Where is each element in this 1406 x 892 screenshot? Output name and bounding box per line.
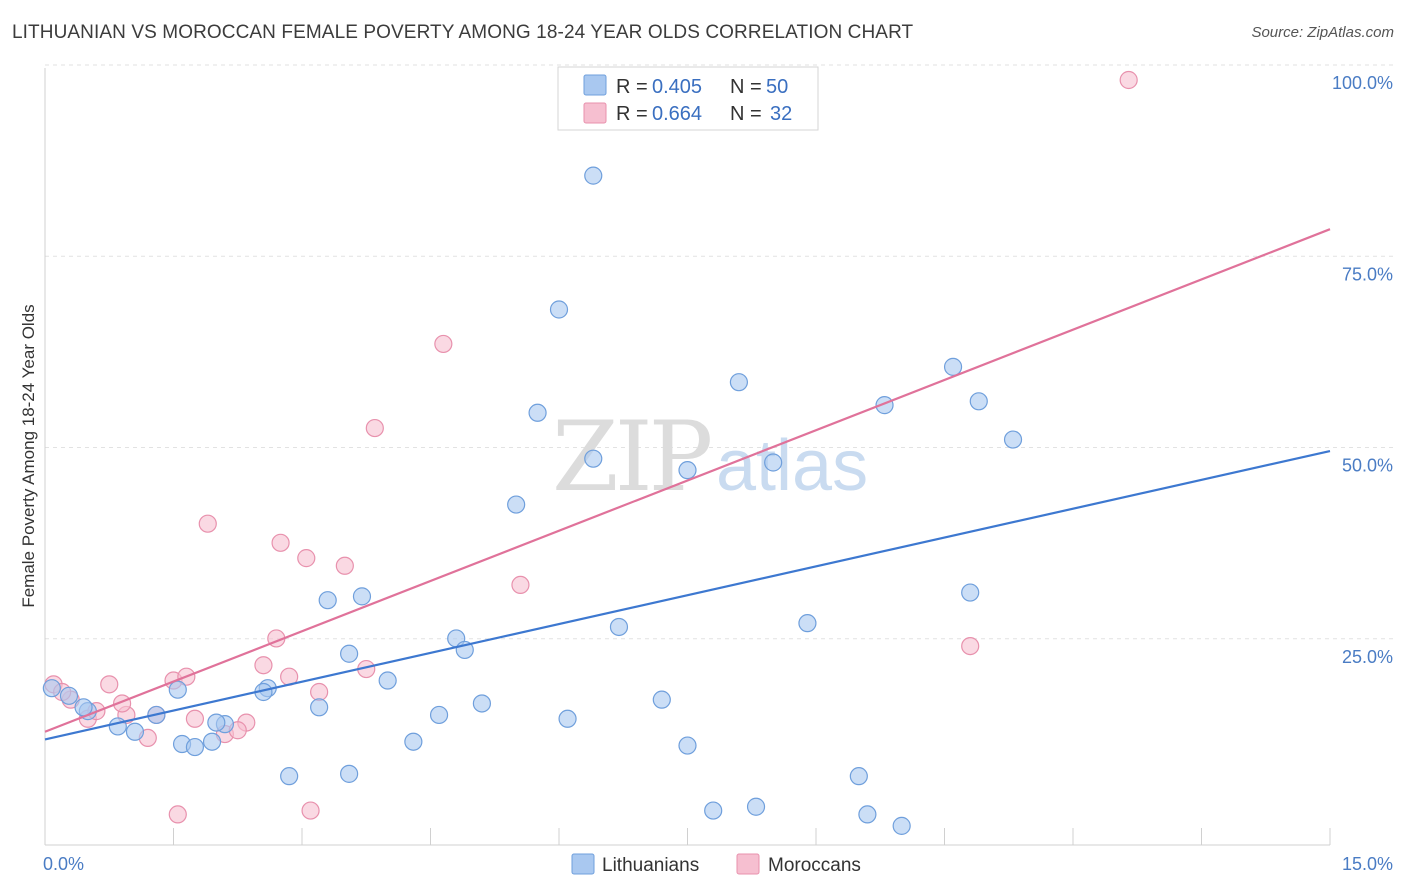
data-point-lithuanians (678, 736, 697, 755)
chart-title: LITHUANIAN VS MOROCCAN FEMALE POVERTY AM… (12, 22, 914, 43)
data-point-lithuanians (42, 679, 61, 698)
data-point-moroccans (310, 682, 329, 702)
x-tick-label: 0.0% (43, 854, 84, 874)
legend-r-value-moroccans: 0.664 (652, 103, 702, 125)
legend-n-label-lithuanians: N = (730, 76, 762, 98)
data-point-moroccans (301, 801, 320, 820)
bottom-legend-lithuanians: Lithuanians (602, 855, 699, 876)
data-point-lithuanians (378, 671, 397, 690)
data-point-lithuanians (943, 357, 963, 376)
data-point-lithuanians (207, 713, 226, 732)
data-point-moroccans (100, 675, 119, 694)
axes (44, 68, 1331, 846)
legend-r-value-lithuanians: 0.405 (652, 76, 702, 98)
data-point-lithuanians (678, 461, 697, 480)
watermark-atlas: atlas (716, 426, 868, 506)
data-point-lithuanians (528, 403, 547, 422)
data-point-moroccans (198, 514, 217, 533)
y-axis-label: Female Poverty Among 18-24 Year Olds (19, 304, 38, 607)
legend-r-label-moroccans: R = (616, 103, 648, 125)
data-point-lithuanians (310, 698, 329, 717)
bottom-legend-moroccans: Moroccans (768, 855, 861, 876)
data-point-moroccans (254, 656, 273, 675)
y-tick-label: 25.0% (1342, 647, 1393, 667)
data-point-moroccans (335, 556, 354, 575)
data-point-lithuanians (168, 680, 187, 699)
data-point-lithuanians (652, 690, 671, 709)
legend-swatch-moroccans (583, 102, 607, 124)
trend-line-lithuanians (44, 449, 1331, 741)
legend-n-value-moroccans: 32 (770, 103, 792, 125)
data-point-moroccans (271, 533, 290, 552)
data-point-lithuanians (59, 686, 79, 705)
data-point-lithuanians (558, 709, 577, 728)
bottom-legend-swatch-moroccans (736, 853, 760, 875)
x-tick-label: 15.0% (1342, 854, 1393, 874)
data-point-lithuanians (202, 732, 222, 751)
data-point-lithuanians (280, 767, 299, 786)
data-point-moroccans (297, 549, 316, 568)
data-point-lithuanians (404, 732, 423, 751)
data-point-lithuanians (584, 449, 603, 468)
data-point-lithuanians (704, 801, 723, 820)
y-tick-label: 75.0% (1342, 264, 1393, 284)
data-point-lithuanians (340, 644, 359, 663)
data-point-lithuanians (764, 453, 783, 472)
legend-n-value-lithuanians: 50 (766, 76, 788, 98)
grid-lines (45, 64, 1396, 640)
data-point-moroccans (961, 636, 980, 656)
legend-n-label-moroccans: N = (730, 103, 762, 125)
data-point-lithuanians (125, 722, 145, 741)
y-tick-label: 50.0% (1342, 456, 1393, 476)
correlation-legend: R = 0.405 N = 50 R = 0.664 N = 32 (557, 66, 819, 131)
legend-swatch-lithuanians (583, 74, 607, 96)
data-point-lithuanians (729, 373, 749, 392)
trend-line-moroccans (44, 228, 1331, 733)
data-point-moroccans (185, 709, 205, 728)
data-point-moroccans (1119, 70, 1138, 90)
data-point-lithuanians (746, 797, 766, 816)
data-point-moroccans (511, 575, 530, 595)
trend-lines (44, 228, 1331, 741)
data-point-lithuanians (352, 587, 372, 606)
data-point-moroccans (434, 334, 453, 354)
x-tick-labels: 0.0% 15.0% (43, 854, 1393, 874)
data-point-lithuanians (429, 705, 449, 725)
y-tick-labels: 25.0% 50.0% 75.0% 100.0% (1332, 73, 1393, 667)
watermark-zip: ZIP (552, 401, 711, 513)
data-point-lithuanians (849, 767, 868, 786)
data-point-lithuanians (472, 694, 491, 713)
data-point-lithuanians (969, 392, 988, 411)
data-point-lithuanians (798, 614, 817, 633)
data-point-lithuanians (892, 816, 911, 835)
data-point-lithuanians (961, 583, 980, 602)
bottom-legend-swatch-lithuanians (571, 853, 595, 875)
data-point-lithuanians (108, 717, 127, 736)
data-point-lithuanians (549, 300, 569, 319)
data-point-moroccans (168, 805, 187, 824)
data-point-lithuanians (584, 166, 603, 185)
series-legend: Lithuanians Moroccans (571, 853, 861, 876)
data-point-lithuanians (507, 495, 526, 514)
data-point-lithuanians (609, 617, 629, 637)
legend-r-label-lithuanians: R = (616, 76, 648, 98)
source-label: Source: ZipAtlas.com (1251, 24, 1394, 41)
data-point-lithuanians (185, 737, 205, 757)
series-lithuanians-points (42, 166, 1023, 835)
data-point-lithuanians (318, 591, 337, 610)
data-point-moroccans (365, 418, 384, 438)
data-point-lithuanians (858, 805, 877, 824)
data-point-lithuanians (1003, 430, 1023, 449)
y-tick-label: 100.0% (1332, 73, 1393, 93)
data-point-lithuanians (340, 764, 359, 783)
